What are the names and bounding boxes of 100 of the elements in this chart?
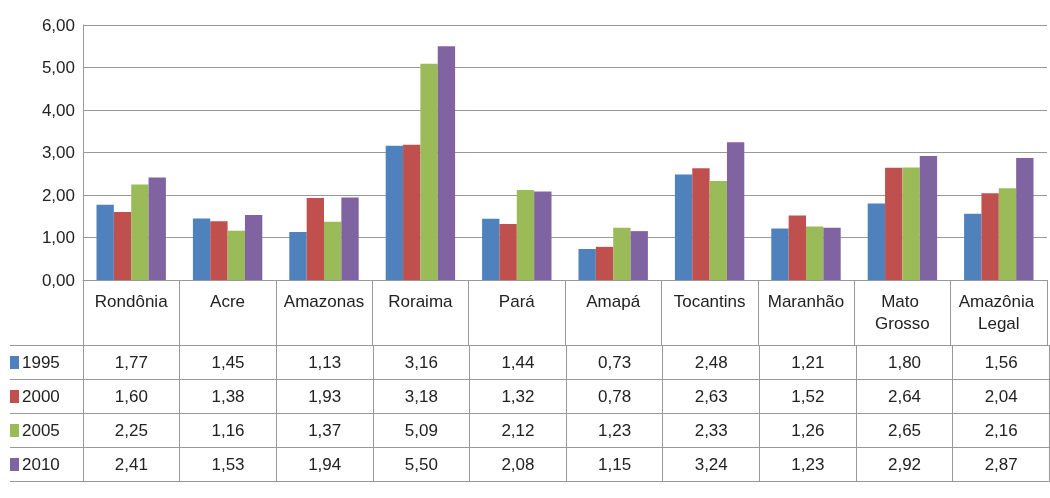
bar (578, 248, 596, 280)
data-label: 1,15 (566, 447, 663, 482)
data-label: 2,25 (83, 413, 180, 448)
data-label: 2,65 (856, 413, 953, 448)
x-tick-label: Pará (498, 291, 536, 311)
legend-label: 1995 (10, 345, 84, 380)
data-label: 5,09 (373, 413, 470, 448)
data-label: 3,24 (662, 447, 760, 482)
bar (1016, 158, 1034, 280)
legend-label: 2005 (10, 413, 84, 448)
bar (919, 155, 938, 280)
bar (306, 197, 324, 280)
data-label: 1,37 (276, 413, 373, 448)
bar (823, 227, 841, 280)
bar (595, 246, 614, 280)
bar (964, 213, 982, 280)
bar (771, 228, 789, 280)
data-label: 1,77 (83, 345, 180, 380)
bar (726, 142, 745, 280)
bar (885, 167, 903, 280)
y-tick-label: 6,00 (41, 15, 75, 35)
data-label: 0,78 (566, 379, 663, 414)
data-label: 2,64 (856, 379, 953, 414)
data-label: 2,33 (662, 413, 760, 448)
bar (420, 63, 438, 280)
data-label: 2,16 (952, 413, 1050, 448)
bar (867, 203, 886, 280)
data-label: 3,16 (373, 345, 470, 380)
data-label: 3,18 (373, 379, 470, 414)
x-tick-label: Mato Grosso (875, 291, 930, 333)
bar (981, 193, 999, 280)
bar (534, 191, 552, 280)
data-label: 2,08 (469, 447, 567, 482)
data-label: 5,50 (373, 447, 470, 482)
bar (210, 221, 228, 280)
data-label: 1,21 (759, 345, 857, 380)
x-tick-label: Tocantins (673, 291, 746, 311)
bar (192, 218, 211, 280)
data-label: 1,44 (469, 345, 567, 380)
bar (324, 221, 342, 280)
bar (709, 180, 727, 280)
bar (998, 188, 1017, 280)
data-label: 1,13 (276, 345, 373, 380)
data-label: 1,53 (179, 447, 277, 482)
x-tick-label: Maranhão (767, 291, 845, 311)
bar (131, 184, 149, 280)
y-tick-label: 0,00 (41, 270, 75, 290)
bar (148, 177, 166, 280)
bar (289, 231, 307, 280)
bar (244, 214, 263, 280)
data-label: 1,38 (179, 379, 277, 414)
data-label: 1,93 (276, 379, 373, 414)
data-label: 1,32 (469, 379, 567, 414)
x-tick-label: Acre (210, 291, 246, 311)
data-label: 2,04 (952, 379, 1050, 414)
bar (692, 168, 710, 280)
x-tick-label: Rondônia (94, 291, 169, 311)
data-label: 0,73 (566, 345, 663, 380)
bar (482, 218, 500, 280)
data-label: 2,63 (662, 379, 760, 414)
bar (788, 215, 806, 280)
data-label: 1,52 (759, 379, 857, 414)
data-label: 1,23 (566, 413, 663, 448)
data-label: 1,80 (856, 345, 953, 380)
data-label: 1,26 (759, 413, 857, 448)
bar (516, 189, 535, 280)
legend-label: 2010 (10, 447, 84, 482)
data-label: 1,23 (759, 447, 857, 482)
y-tick-label: 3,00 (41, 143, 75, 162)
data-label: 1,94 (276, 447, 373, 482)
bar (674, 174, 693, 280)
bar (403, 144, 421, 280)
bar (806, 226, 824, 280)
y-tick-label: 2,00 (41, 185, 75, 205)
data-label: 2,12 (469, 413, 567, 448)
data-label: 2,48 (662, 345, 760, 380)
x-tick-label: Amapá (586, 291, 641, 311)
bar (113, 212, 132, 280)
bar (385, 145, 404, 280)
y-tick-label: 4,00 (41, 100, 75, 120)
data-label: 1,45 (179, 345, 277, 380)
bar (630, 231, 648, 280)
data-label: 2,41 (83, 447, 180, 482)
y-tick-label: 1,00 (41, 228, 75, 247)
bar (902, 167, 920, 280)
bar (96, 204, 114, 280)
bar (227, 230, 245, 280)
bar (437, 46, 456, 280)
data-label: 1,16 (179, 413, 277, 448)
x-tick-label: Amazonas (283, 291, 365, 311)
data-label: 1,56 (952, 345, 1050, 380)
y-tick-label: 5,00 (41, 58, 75, 77)
x-tick-label: Amazônia Legal (958, 291, 1039, 333)
legend-label: 2000 (10, 379, 84, 414)
data-label: 2,92 (856, 447, 953, 482)
bar (341, 197, 359, 280)
data-label: 2,87 (952, 447, 1050, 482)
bar (499, 223, 517, 280)
x-tick-label: Roraima (388, 291, 454, 311)
bar (613, 227, 631, 280)
